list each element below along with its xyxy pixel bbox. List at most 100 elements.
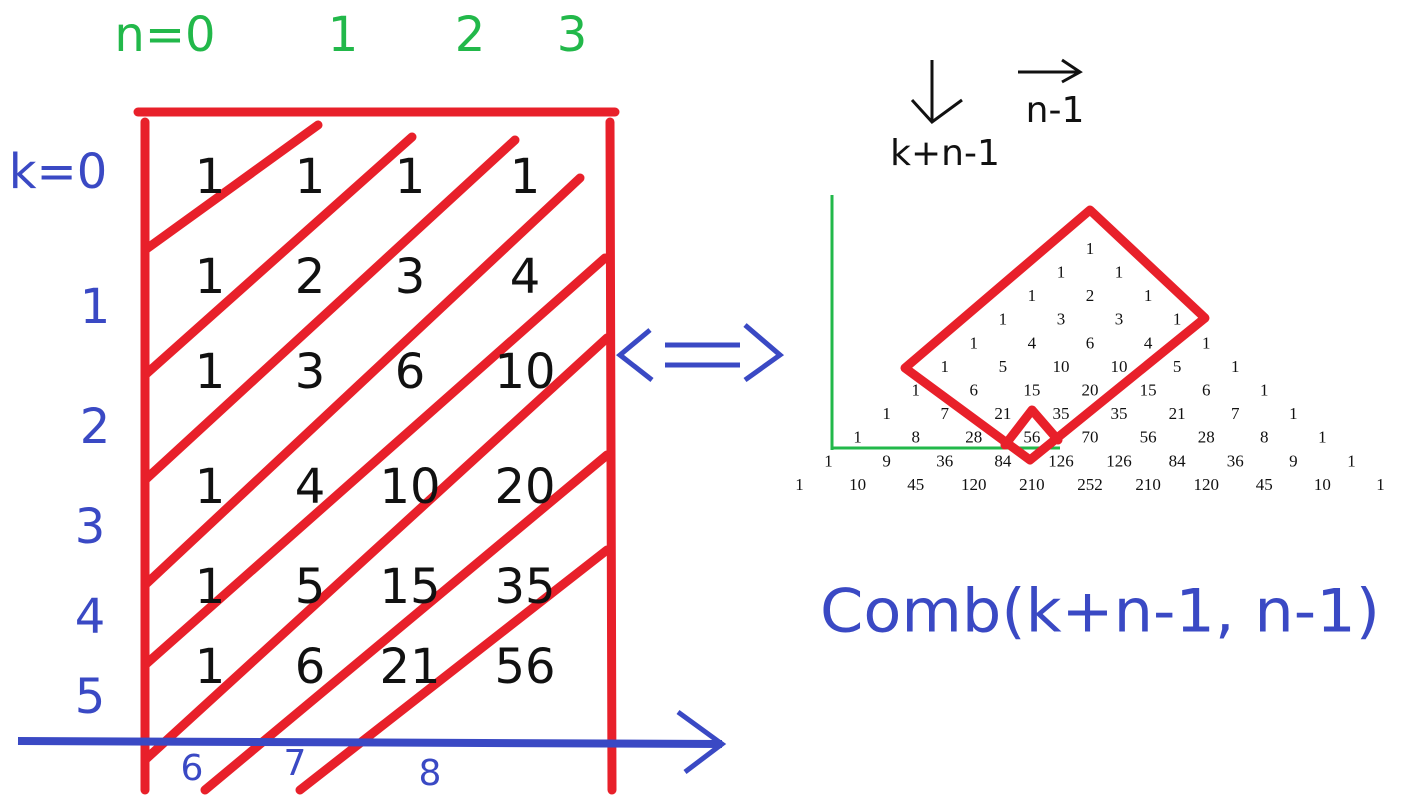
- triangle-value: 4: [1028, 333, 1037, 352]
- row-label: k=0: [9, 144, 108, 200]
- triangle-value: 210: [1019, 475, 1045, 494]
- diagonal-label: 6: [181, 748, 204, 789]
- grid-value: 1: [195, 559, 226, 615]
- right-label: n-1: [1026, 90, 1085, 131]
- arrow-right: [743, 323, 785, 383]
- triangle-value: 1: [1202, 333, 1211, 352]
- grid-value: 15: [379, 559, 440, 615]
- triangle-value: 1: [1231, 357, 1240, 376]
- highlight-diamond: [900, 205, 1210, 465]
- triangle-value: 3: [1115, 310, 1124, 329]
- diagonal-label: 8: [419, 753, 442, 794]
- grid-value: 3: [295, 344, 326, 400]
- down-label: k+n-1: [890, 133, 1000, 174]
- diagonal: [140, 120, 323, 255]
- direction-arrows: [910, 58, 1083, 125]
- triangle-value: 56: [1140, 428, 1157, 447]
- pascal-triangle: 11 11 2 11 3 3 11 4 6 4 11 5 10 10 5 11 6 15 20 15 6 11 7 21 35 3…: [795, 239, 1385, 494]
- triangle-value: 210: [1135, 475, 1161, 494]
- grid-value: 35: [494, 559, 555, 615]
- triangle-value: 1: [911, 381, 920, 400]
- triangle-value: 5: [1173, 357, 1182, 376]
- axis-arrow: [676, 709, 727, 774]
- grid-value: 20: [494, 459, 555, 515]
- triangle-value: 1: [970, 333, 979, 352]
- blue-axis: [17, 709, 727, 774]
- grid-value: 6: [395, 344, 426, 400]
- grid-value: 1: [395, 149, 426, 205]
- row-label: 3: [75, 499, 106, 555]
- triangle-value: 1: [1115, 263, 1124, 282]
- row-label: 1: [80, 279, 111, 335]
- grid-value: 21: [379, 639, 440, 695]
- grid-value: 56: [494, 639, 555, 695]
- diagonal: [140, 173, 585, 590]
- grid-value: 10: [379, 459, 440, 515]
- triangle-value: 1: [1289, 404, 1298, 423]
- triangle-value: 1: [1318, 428, 1327, 447]
- triangle-value: 126: [1106, 451, 1132, 470]
- column-label: 1: [328, 7, 359, 63]
- triangle-value: 36: [1227, 451, 1244, 470]
- equivalence-arrow: [616, 323, 785, 383]
- triangle-value: 126: [1048, 451, 1074, 470]
- triangle-value: 6: [1202, 381, 1211, 400]
- triangle-value: 1: [1173, 310, 1182, 329]
- formula: Comb(k+n-1, n-1): [820, 577, 1380, 647]
- triangle-value: 4: [1144, 333, 1153, 352]
- grid-value: 4: [510, 249, 541, 305]
- triangle-value: 35: [1111, 404, 1128, 423]
- row-label: 4: [75, 589, 106, 645]
- triangle-value: 21: [994, 404, 1011, 423]
- right-arrow-head: [1061, 58, 1083, 84]
- triangle-value: 56: [1023, 428, 1040, 447]
- triangle-highlight: [900, 205, 1210, 465]
- triangle-value: 10: [849, 475, 866, 494]
- grid-value: 1: [195, 344, 226, 400]
- diagonal: [295, 545, 612, 795]
- triangle-value: 1: [1376, 475, 1385, 494]
- triangle-value: 9: [882, 451, 891, 470]
- triangle-value: 10: [1111, 357, 1128, 376]
- column-label: 3: [557, 7, 588, 63]
- triangle-value: 120: [961, 475, 987, 494]
- triangle-value: 8: [1260, 428, 1269, 447]
- triangle-value: 84: [994, 451, 1012, 470]
- triangle-value: 28: [1198, 428, 1215, 447]
- grid-value: 2: [295, 249, 326, 305]
- triangle-value: 1: [824, 451, 833, 470]
- column-label: 2: [455, 7, 486, 63]
- triangle-value: 28: [965, 428, 982, 447]
- row-label: 5: [75, 669, 106, 725]
- triangle-value: 1: [1028, 286, 1037, 305]
- triangle-value: 1: [941, 357, 950, 376]
- triangle-value: 84: [1169, 451, 1187, 470]
- triangle-value: 2: [1086, 286, 1095, 305]
- grid-value: 4: [295, 459, 326, 515]
- grid-value: 1: [195, 639, 226, 695]
- triangle-axes: [830, 195, 1060, 450]
- triangle-value: 45: [1256, 475, 1273, 494]
- diagonal: [140, 132, 417, 380]
- triangle-value: 1: [1347, 451, 1356, 470]
- triangle-value: 15: [1140, 381, 1157, 400]
- diagonal: [140, 333, 612, 765]
- grid-value: 10: [494, 344, 555, 400]
- triangle-value: 9: [1289, 451, 1298, 470]
- triangle-value: 35: [1052, 404, 1069, 423]
- triangle-value: 1: [1057, 263, 1066, 282]
- triangle-value: 120: [1193, 475, 1219, 494]
- diagonal: [140, 135, 520, 485]
- triangle-value: 7: [941, 404, 950, 423]
- axis-line: [17, 737, 723, 748]
- triangle-value: 1: [1260, 381, 1269, 400]
- triangle-value: 10: [1314, 475, 1331, 494]
- triangle-value: 15: [1023, 381, 1040, 400]
- triangle-value: 1: [882, 404, 891, 423]
- triangle-value: 1: [999, 310, 1008, 329]
- grid-value: 5: [295, 559, 326, 615]
- red-grid: [133, 107, 620, 795]
- down-arrow-head: [910, 98, 963, 125]
